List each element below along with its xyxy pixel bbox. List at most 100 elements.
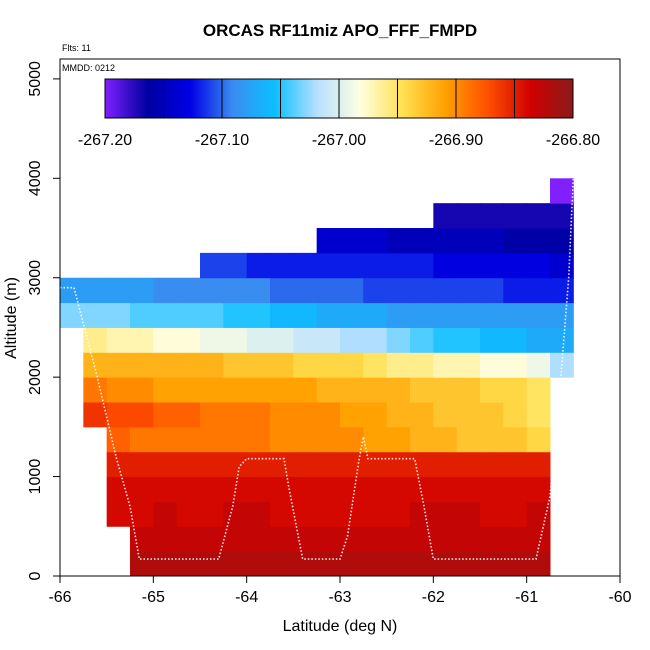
- heatmap-cell: [176, 377, 201, 403]
- heatmap-cell: [246, 402, 271, 428]
- x-tick-label: -64: [235, 589, 258, 606]
- heatmap-cell: [153, 352, 178, 378]
- heatmap-cell: [223, 327, 248, 353]
- heatmap-cell: [456, 402, 481, 428]
- heatmap-cell: [410, 277, 434, 304]
- heatmap-cell: [223, 526, 248, 552]
- heatmap-cell: [386, 526, 411, 552]
- heatmap-cell: [410, 302, 434, 328]
- y-axis-label: Altitude (m): [3, 277, 20, 359]
- heatmap-cell: [456, 203, 481, 229]
- x-tick-label: -60: [608, 589, 631, 606]
- heatmap-cell: [293, 327, 318, 353]
- heatmap-cell: [433, 402, 458, 428]
- heatmap-cell: [386, 551, 411, 577]
- heatmap-cell: [433, 551, 458, 577]
- heatmap-cell: [526, 526, 551, 552]
- heatmap-cell: [433, 426, 458, 453]
- heatmap-cell: [316, 228, 341, 254]
- heatmap-cell: [83, 377, 108, 403]
- heatmap-cell: [316, 402, 341, 428]
- heatmap-cell: [550, 203, 574, 229]
- heatmap-cell: [176, 277, 201, 304]
- heatmap-cell: [246, 377, 271, 403]
- heatmap-cell: [550, 327, 574, 353]
- heatmap-cell: [410, 426, 434, 453]
- heatmap-cell: [200, 252, 224, 279]
- heatmap-cell: [480, 476, 504, 502]
- heatmap-cell: [153, 426, 178, 453]
- heatmap-cell: [246, 426, 271, 453]
- heatmap-cell: [526, 302, 551, 328]
- heatmap-cell: [456, 377, 481, 403]
- heatmap-cell: [503, 302, 528, 328]
- date-annotation: MMDD: 0212: [62, 63, 115, 73]
- heatmap-cell: [200, 526, 224, 552]
- heatmap-cell: [153, 551, 178, 577]
- heatmap-cell: [526, 327, 551, 353]
- heatmap-cell: [433, 203, 458, 229]
- heatmap-cell: [316, 252, 341, 279]
- heatmap-cell: [363, 377, 388, 403]
- heatmap-cell: [340, 327, 364, 353]
- heatmap-cell: [176, 352, 201, 378]
- heatmap-cell: [106, 476, 131, 502]
- heatmap-cell: [526, 501, 551, 527]
- heatmap-cell: [246, 327, 271, 353]
- heatmap-cell: [106, 402, 131, 428]
- heatmap-cell: [503, 228, 528, 254]
- heatmap-cell: [456, 302, 481, 328]
- heatmap-cell: [526, 426, 551, 453]
- heatmap-cell: [223, 451, 248, 478]
- heatmap-cell: [200, 377, 224, 403]
- heatmap-cell: [410, 501, 434, 527]
- heatmap-cell: [340, 377, 364, 403]
- heatmap-cell: [433, 302, 458, 328]
- chart-title: ORCAS RF11miz APO_FFF_FMPD: [203, 21, 477, 40]
- heatmap-cell: [410, 526, 434, 552]
- heatmap-cell: [550, 178, 574, 204]
- heatmap-cell: [153, 451, 178, 478]
- heatmap-cell: [270, 327, 294, 353]
- heatmap-cell: [503, 476, 528, 502]
- heatmap-cell: [363, 252, 388, 279]
- heatmap-cell: [130, 302, 154, 328]
- heatmap-cell: [176, 451, 201, 478]
- heatmap-cell: [270, 277, 294, 304]
- x-axis: -66 -65 -64 -63 -62 -61 -60: [48, 576, 632, 606]
- heatmap-cell: [153, 476, 178, 502]
- heatmap-cell: [503, 327, 528, 353]
- heatmap-cell: [363, 426, 388, 453]
- heatmap-cell: [223, 551, 248, 577]
- heatmap-cell: [456, 228, 481, 254]
- heatmap-cell: [480, 203, 504, 229]
- colorbar: -267.20 -267.10 -267.00 -266.90 -266.80: [78, 78, 600, 149]
- heatmap-cell: [340, 402, 364, 428]
- heatmap-cell: [270, 551, 294, 577]
- heatmap-cell: [223, 302, 248, 328]
- heatmap-cell: [480, 377, 504, 403]
- heatmap-cell: [410, 228, 434, 254]
- heatmap-cell: [83, 277, 108, 304]
- heatmap-cell: [130, 352, 154, 378]
- colorbar-tick-label: -266.90: [429, 132, 483, 149]
- x-tick-label: -65: [142, 589, 165, 606]
- heatmap-cell: [200, 302, 224, 328]
- heatmap-cell: [293, 352, 318, 378]
- heatmap-cell: [246, 302, 271, 328]
- colorbar-tick-label: -266.80: [546, 132, 600, 149]
- heatmap-cell: [386, 377, 411, 403]
- heatmap-cell: [246, 526, 271, 552]
- heatmap-cell: [60, 277, 84, 304]
- heatmap-cell: [153, 526, 178, 552]
- heatmap-cell: [526, 277, 551, 304]
- heatmap-cell: [270, 501, 294, 527]
- heatmap-cell: [246, 277, 271, 304]
- heatmap-cell: [340, 526, 364, 552]
- colorbar-tick-label: -267.10: [195, 132, 249, 149]
- heatmap-cell: [410, 402, 434, 428]
- heatmap-cell: [176, 501, 201, 527]
- heatmap-cell: [433, 377, 458, 403]
- x-axis-label: Latitude (deg N): [283, 618, 398, 635]
